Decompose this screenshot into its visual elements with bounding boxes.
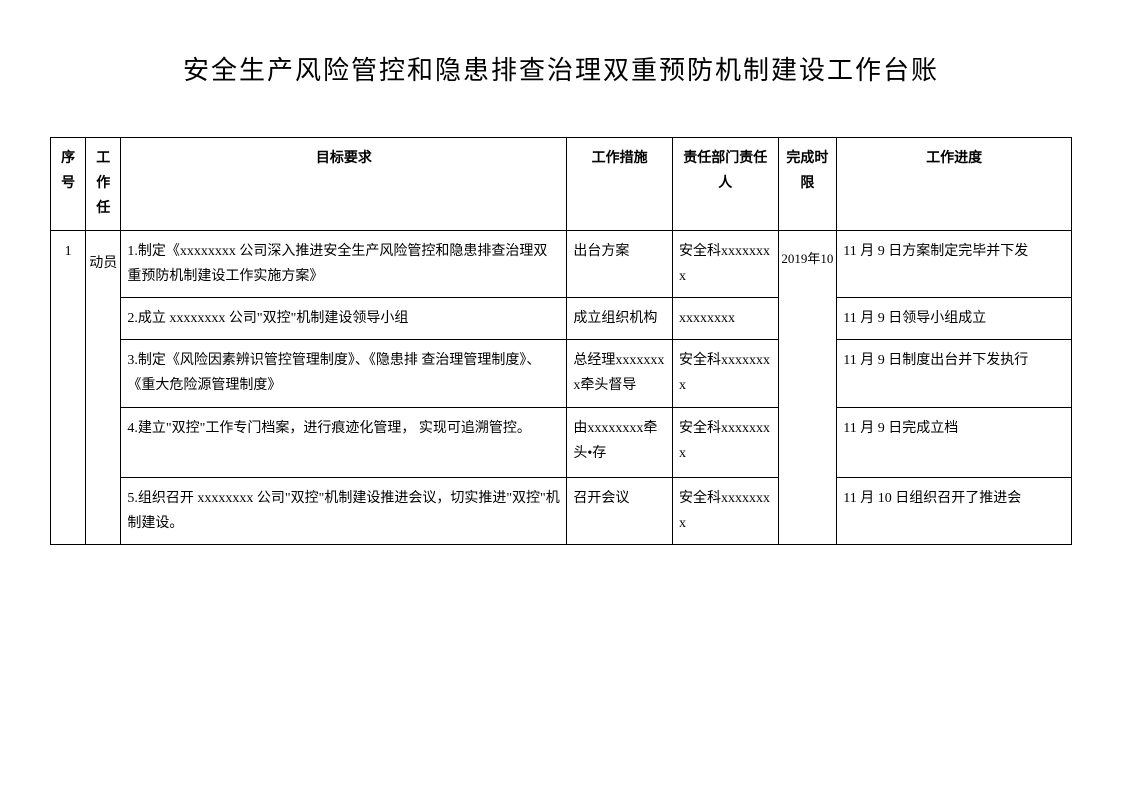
table-row: 3.制定《风险因素辨识管控管理制度》、《隐患排 查治理管理制度》、《重大危险源管… [51,340,1072,407]
dept-cell: 安全科xxxxxxxx [672,230,778,297]
table-row: 4.建立"双控"工作专门档案，进行痕迹化管理， 实现可追溯管控。 由xxxxxx… [51,407,1072,477]
progress-cell: 11 月 9 日完成立档 [837,407,1072,477]
header-measure: 工作措施 [567,138,673,231]
progress-cell: 11 月 9 日方案制定完毕并下发 [837,230,1072,297]
header-goal: 目标要求 [121,138,567,231]
table-row: 1 动员 1.制定《xxxxxxxx 公司深入推进安全生产风险管控和隐患排查治理… [51,230,1072,297]
dept-cell: xxxxxxxx [672,297,778,339]
measure-cell: 总经理xxxxxxxx牵头督导 [567,340,673,407]
goal-cell: 4.建立"双控"工作专门档案，进行痕迹化管理， 实现可追溯管控。 [121,407,567,477]
goal-cell: 1.制定《xxxxxxxx 公司深入推进安全生产风险管控和隐患排查治理双重预防机… [121,230,567,297]
deadline-cell: 2019年10 [778,230,837,544]
page-title: 安全生产风险管控和隐患排查治理双重预防机制建设工作台账 [50,50,1072,87]
header-deadline: 完成时限 [778,138,837,231]
dept-cell: 安全科xxxxxxxx [672,477,778,544]
header-seq: 序号 [51,138,86,231]
header-task: 工作任 [86,138,121,231]
seq-cell: 1 [51,230,86,544]
header-progress: 工作进度 [837,138,1072,231]
table-row: 2.成立 xxxxxxxx 公司"双控"机制建设领导小组 成立组织机构 xxxx… [51,297,1072,339]
measure-cell: 由xxxxxxxx牵头•存 [567,407,673,477]
goal-cell: 2.成立 xxxxxxxx 公司"双控"机制建设领导小组 [121,297,567,339]
goal-cell: 3.制定《风险因素辨识管控管理制度》、《隐患排 查治理管理制度》、《重大危险源管… [121,340,567,407]
ledger-table: 序号 工作任 目标要求 工作措施 责任部门责任人 完成时限 工作进度 1 动员 … [50,137,1072,545]
progress-cell: 11 月 9 日领导小组成立 [837,297,1072,339]
goal-cell: 5.组织召开 xxxxxxxx 公司"双控"机制建设推进会议，切实推进"双控"机… [121,477,567,544]
task-cell: 动员 [86,230,121,544]
table-row: 5.组织召开 xxxxxxxx 公司"双控"机制建设推进会议，切实推进"双控"机… [51,477,1072,544]
dept-cell: 安全科xxxxxxxx [672,340,778,407]
dept-cell: 安全科xxxxxxxx [672,407,778,477]
measure-cell: 成立组织机构 [567,297,673,339]
progress-cell: 11 月 10 日组织召开了推进会 [837,477,1072,544]
progress-cell: 11 月 9 日制度出台并下发执行 [837,340,1072,407]
header-dept: 责任部门责任人 [672,138,778,231]
measure-cell: 出台方案 [567,230,673,297]
measure-cell: 召开会议 [567,477,673,544]
